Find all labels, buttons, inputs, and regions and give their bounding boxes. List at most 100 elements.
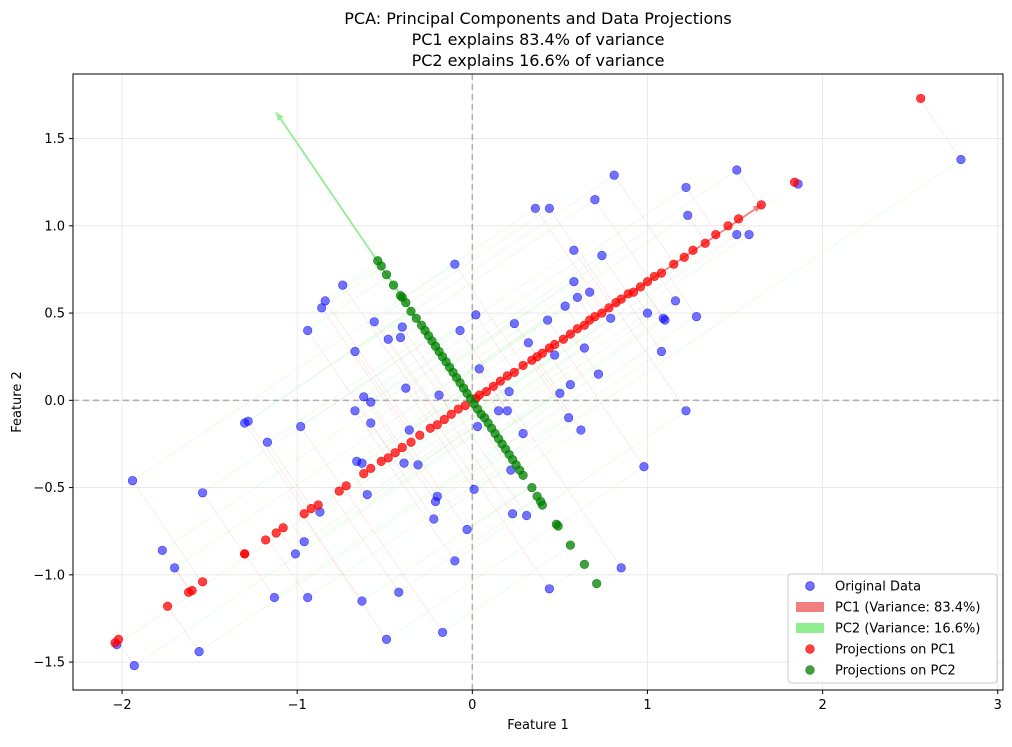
projection-connector-pc2: [319, 405, 477, 513]
projection-connector-pc1: [343, 487, 443, 633]
projection-connector-pc1: [573, 281, 598, 317]
original-data-point: [660, 315, 670, 325]
original-data-point: [550, 350, 560, 360]
pc2-arrow-head: [276, 112, 284, 121]
original-data-point: [383, 334, 393, 344]
projection-connector-pc1: [454, 264, 525, 366]
pc1-projection-point: [359, 469, 369, 479]
pc2-projection-point: [401, 298, 411, 308]
projection-connector-pc1: [687, 215, 707, 243]
projection-connector-pc1: [685, 187, 719, 235]
pc1-projection-point: [669, 259, 679, 269]
legend-label: Original Data: [835, 580, 921, 595]
original-data-point: [472, 421, 483, 432]
original-data-point: [523, 338, 533, 348]
projection-connector-pc2: [483, 347, 585, 417]
legend-swatch: [796, 623, 824, 633]
projection-connector-pc2: [342, 261, 378, 286]
projection-connector-pc2: [503, 316, 697, 448]
projection-connector-pc2: [174, 376, 457, 569]
projection-connector-pc1: [370, 401, 403, 449]
projection-connector-pc1: [247, 421, 310, 511]
pc1-projection-point: [397, 442, 407, 453]
pc1-projection-point: [518, 360, 528, 371]
projection-connector-pc1: [664, 269, 697, 317]
projection-connector-pc2: [198, 445, 504, 652]
original-data-point: [569, 245, 579, 255]
projection-connector-pc1: [244, 422, 307, 514]
original-data-point: [518, 428, 528, 439]
legend: Original Data PC1 (Variance: 83.4%) PC2 (V…: [787, 573, 998, 684]
pc1-projection-point: [544, 343, 554, 353]
original-data-point: [469, 484, 479, 494]
projection-connector-pc1: [657, 274, 676, 302]
original-data-point: [555, 388, 565, 398]
projection-connector-pc1: [388, 339, 444, 421]
legend-swatch: [796, 602, 824, 612]
axes-frame: [72, 73, 1004, 691]
projection-connector-pc2: [363, 347, 437, 398]
projection-connector-pc2: [300, 338, 431, 427]
legend-marker: [805, 665, 815, 675]
original-data-point: [509, 318, 519, 329]
legend-box: [787, 573, 998, 684]
original-data-point: [127, 475, 138, 486]
original-data-point: [437, 627, 448, 638]
pc1-projection-point: [271, 528, 281, 538]
projection-connector-pc2: [356, 388, 465, 462]
projection-connector-pc2: [496, 393, 561, 437]
pc1-projection-point: [723, 221, 733, 231]
projection-connector-pc1: [402, 326, 459, 410]
projection-connector-pc1: [405, 387, 433, 428]
projection-connector-pc1: [324, 300, 419, 438]
projection-connector-pc2: [295, 423, 489, 555]
original-data-point: [262, 437, 273, 447]
projection-connector-pc2: [544, 410, 687, 507]
projection-connector-pc2: [304, 418, 486, 542]
x-tick-label: 1: [643, 698, 651, 713]
plot-area: −2 −1 0 1 2 3 −1.5 −1.0 −0.5 0.0 0.5 1.0 1.5: [33, 73, 1004, 713]
original-data-point: [169, 563, 180, 573]
projection-connector-pc1: [354, 351, 416, 440]
pc1-projection-point: [711, 229, 721, 240]
projection-connector-pc1: [558, 341, 645, 467]
projection-connector-pc2: [325, 263, 380, 302]
original-data-point: [493, 406, 504, 416]
original-data-point: [369, 317, 379, 327]
original-data-point: [579, 343, 590, 353]
original-data-point: [569, 277, 579, 287]
x-tick-label: 3: [994, 698, 1002, 713]
original-data-point: [530, 203, 540, 213]
original-data-point: [564, 413, 574, 423]
projection-connector-pc2: [370, 354, 442, 403]
projection-connector-pc2: [247, 310, 412, 422]
original-data-point: [296, 421, 306, 432]
original-data-point: [522, 510, 532, 521]
original-data-point: [572, 292, 583, 302]
projection-connector-pc1: [300, 426, 343, 489]
projection-connector-pc1: [624, 297, 662, 352]
projection-connector-pc1: [302, 514, 363, 602]
original-data-point: [683, 210, 693, 220]
pc1-projection-point: [453, 404, 463, 414]
original-data-point: [404, 425, 414, 435]
projection-connector-pc1: [495, 384, 622, 569]
original-data-point: [366, 418, 376, 428]
projection-connector-pc2: [549, 564, 585, 590]
projection-connector-pc2: [134, 425, 490, 666]
projection-connector-pc2: [435, 452, 509, 502]
original-data-point: [544, 584, 554, 594]
pc1-projection-point: [649, 271, 660, 282]
pc1-projection-point: [390, 448, 400, 458]
original-data-point: [502, 406, 512, 416]
projection-connector-pc1: [307, 330, 393, 455]
projection-connector-pc1: [279, 530, 296, 555]
original-data-point: [609, 170, 619, 180]
pc1-projection-point: [162, 601, 173, 611]
projection-connector-pc1: [385, 458, 456, 562]
projection-connector-pc2: [370, 368, 452, 424]
projection-connector-pc1: [570, 333, 599, 375]
original-data-point: [642, 308, 653, 318]
projection-connector-pc2: [417, 199, 596, 320]
pc2-projection-point: [553, 521, 563, 531]
